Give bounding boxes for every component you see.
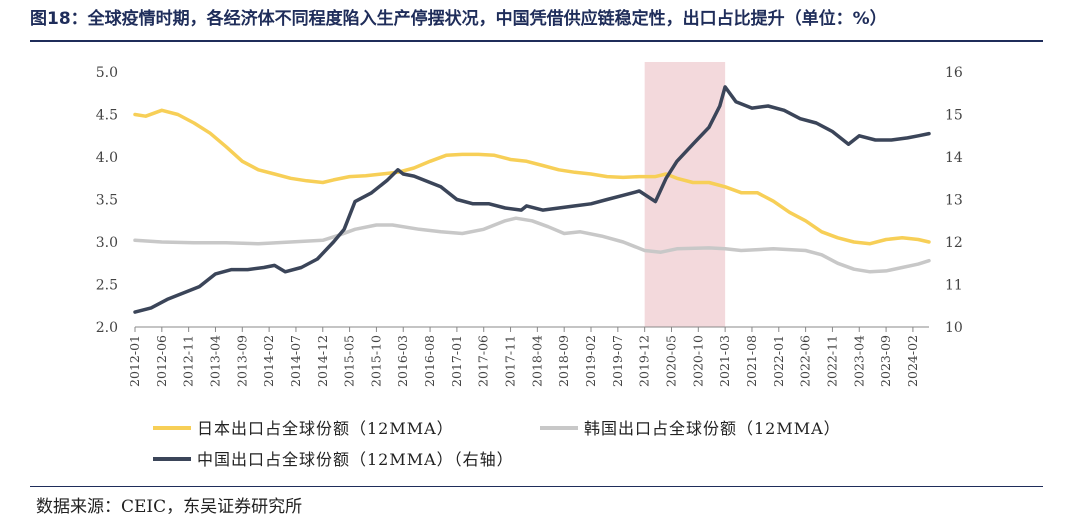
x-tick-label: 2015-05 bbox=[342, 335, 357, 387]
y-right-tick-label: 11 bbox=[945, 278, 963, 294]
title-rule bbox=[30, 40, 1043, 42]
japan-series-line bbox=[133, 108, 931, 246]
x-tick-label: 2018-09 bbox=[556, 335, 571, 387]
x-tick-label: 2018-04 bbox=[529, 335, 544, 387]
x-tick-label: 2020-05 bbox=[663, 335, 678, 387]
japan-legend-label: 日本出口占全球份额（12MMA） bbox=[197, 419, 454, 438]
line-chart: 2012-01 2012-06 2012-11 2013-04 2013-09 2014-… bbox=[96, 62, 963, 469]
x-tick-label: 2024-02 bbox=[905, 335, 920, 387]
chart-title: 图18：全球疫情时期，各经济体不同程度陷入生产停摆状况，中国凭借供应链稳定性，出… bbox=[30, 9, 887, 29]
x-tick-label: 2022-06 bbox=[798, 335, 813, 387]
x-tick-label: 2019-07 bbox=[610, 335, 625, 387]
x-tick-label: 2019-12 bbox=[637, 335, 652, 387]
y-right-tick-label: 13 bbox=[945, 193, 963, 209]
x-tick-label: 2014-07 bbox=[288, 335, 303, 387]
china-legend-label: 中国出口占全球份额（12MMA）（右轴） bbox=[197, 450, 514, 469]
x-tick-label: 2014-12 bbox=[315, 335, 330, 387]
x-tick-label: 2021-03 bbox=[717, 335, 732, 387]
x-tick-label: 2020-10 bbox=[690, 335, 705, 387]
footer-rule bbox=[30, 486, 1043, 487]
x-tick-label: 2015-10 bbox=[368, 335, 383, 387]
y-right-tick-label: 10 bbox=[945, 320, 963, 336]
y-left-tick-label: 5.0 bbox=[96, 65, 118, 81]
x-tick-label: 2016-08 bbox=[422, 335, 437, 387]
x-tick-label: 2017-06 bbox=[476, 335, 491, 387]
x-tick-label: 2012-06 bbox=[154, 335, 169, 387]
x-tick-label: 2021-08 bbox=[744, 335, 759, 387]
y-right-tick-label: 15 bbox=[945, 108, 963, 124]
x-tick-label: 2013-09 bbox=[234, 335, 249, 387]
x-tick-label: 2017-11 bbox=[503, 335, 518, 387]
y-left-tick-label: 3.0 bbox=[96, 235, 118, 251]
y-right-tick-label: 12 bbox=[945, 235, 963, 251]
y-left-tick-label: 4.5 bbox=[96, 108, 118, 124]
x-tick-label: 2013-04 bbox=[207, 335, 222, 387]
x-tick-label: 2023-04 bbox=[851, 335, 866, 387]
x-tick-label: 2014-02 bbox=[261, 335, 276, 387]
x-tick-label: 2023-09 bbox=[878, 335, 893, 387]
korea-legend-label: 韩国出口占全球份额（12MMA） bbox=[584, 419, 841, 438]
y-right-tick-label: 16 bbox=[945, 65, 963, 81]
x-tick-label: 2017-01 bbox=[449, 335, 464, 387]
y-right-tick-label: 14 bbox=[945, 150, 963, 166]
x-tick-label: 2016-03 bbox=[395, 335, 410, 387]
china-series-line bbox=[133, 85, 931, 314]
y-left-tick-label: 3.5 bbox=[96, 193, 118, 209]
x-tick-label: 2012-11 bbox=[181, 335, 196, 387]
x-tick-label: 2022-01 bbox=[771, 335, 786, 387]
y-left-tick-label: 2.0 bbox=[96, 320, 118, 336]
korea-series-line bbox=[133, 216, 931, 274]
covid-shaded-region bbox=[644, 62, 726, 327]
x-tick-label: 2012-01 bbox=[127, 335, 142, 387]
source-note: 数据来源：CEIC，东吴证券研究所 bbox=[36, 497, 303, 517]
y-left-tick-label: 2.5 bbox=[96, 278, 118, 294]
x-tick-label: 2019-02 bbox=[583, 335, 598, 387]
y-left-tick-label: 4.0 bbox=[96, 150, 118, 166]
x-tick-label: 2022-11 bbox=[824, 335, 839, 387]
